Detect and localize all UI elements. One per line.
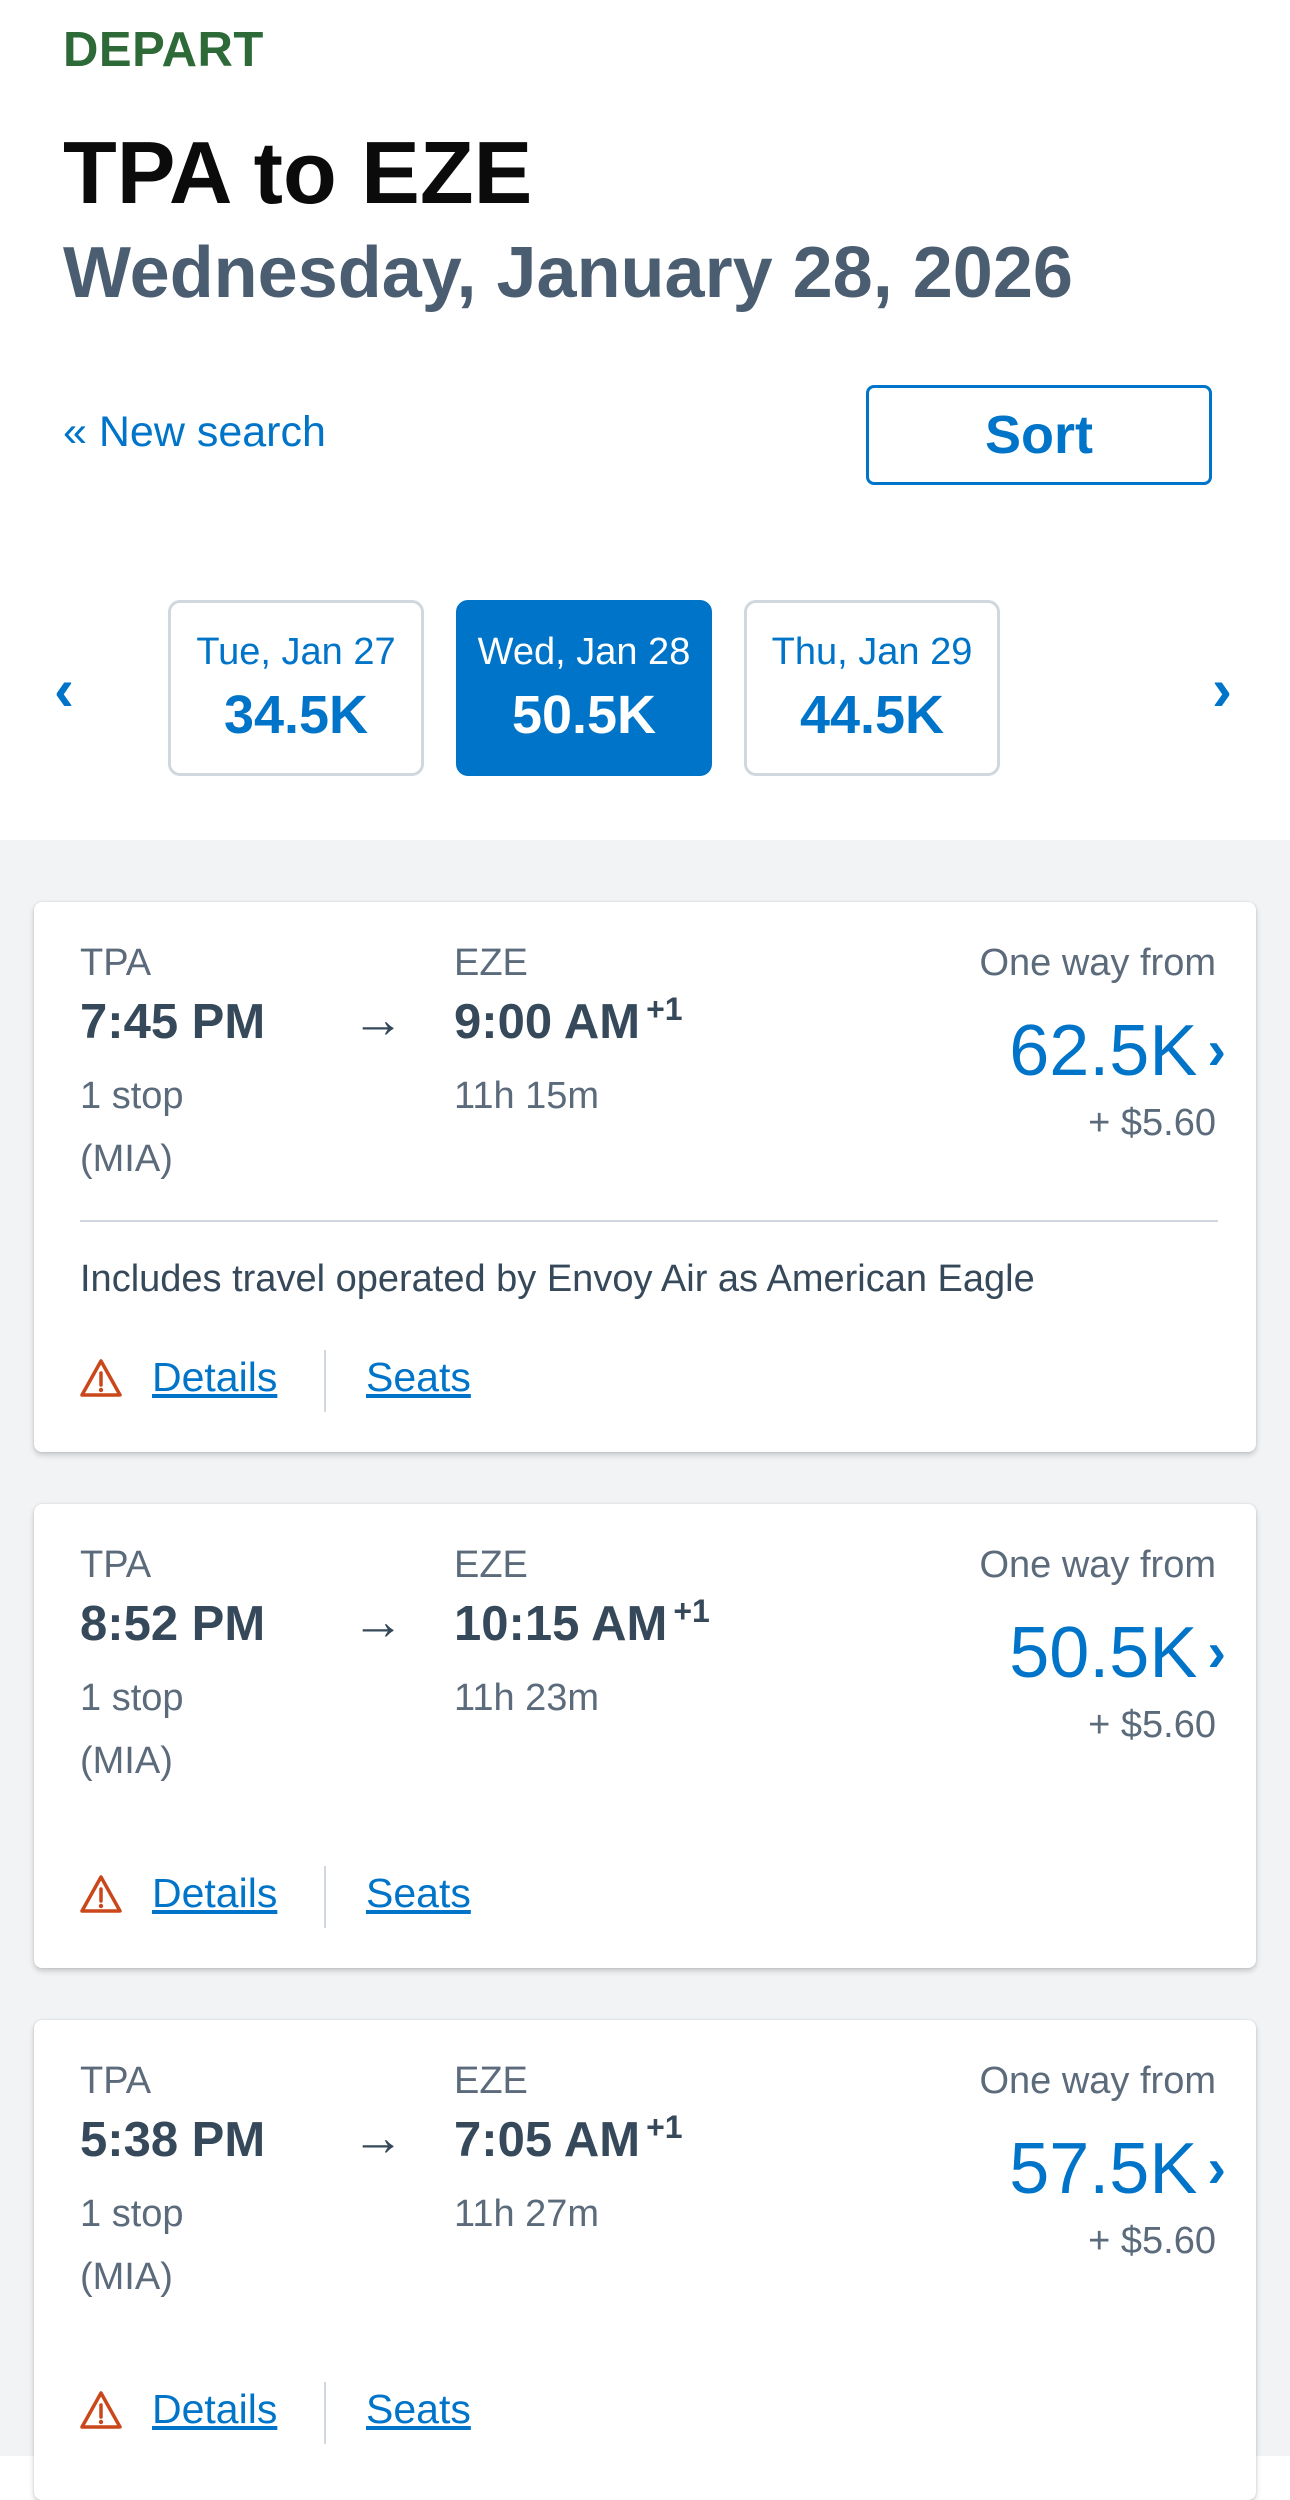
day-offset: +1 — [646, 991, 683, 1027]
link-separator — [324, 1866, 326, 1928]
date-tab-day: Tue, Jan 27 — [196, 630, 396, 673]
taxes-fees: + $5.60 — [1088, 1704, 1216, 1746]
link-separator — [324, 2382, 326, 2444]
flight-card[interactable]: TPA 5:38 PM 1 stop (MIA) → EZE 7:05 AM +1… — [34, 2020, 1256, 2500]
chevron-left-icon[interactable]: ‹ — [54, 656, 74, 723]
taxes-fees: + $5.60 — [1088, 1102, 1216, 1144]
price-value: 62.5K — [1009, 1011, 1198, 1091]
chevron-right-icon[interactable]: › — [1212, 656, 1232, 723]
price-label: One way from — [979, 942, 1216, 984]
chevron-right-icon: › — [1207, 1620, 1226, 1683]
warning-icon — [80, 2391, 122, 2429]
price-label: One way from — [979, 2060, 1216, 2102]
new-search-link[interactable]: « New search — [63, 408, 326, 456]
seats-link[interactable]: Seats — [366, 1870, 471, 1916]
operated-by-note: Includes travel operated by Envoy Air as… — [80, 1258, 1035, 1300]
arrive-time: 9:00 AM +1 — [454, 991, 683, 1049]
stops: 1 stop — [80, 1075, 184, 1117]
seats-link[interactable]: Seats — [366, 1354, 471, 1400]
price-button[interactable]: 57.5K › — [1009, 2128, 1226, 2210]
price-button[interactable]: 50.5K › — [1009, 1612, 1226, 1694]
arrive-time: 7:05 AM +1 — [454, 2109, 683, 2167]
depart-time: 8:52 PM — [80, 1597, 266, 1651]
flight-card[interactable]: TPA 7:45 PM 1 stop (MIA) → EZE 9:00 AM +1… — [34, 902, 1256, 1452]
origin-code: TPA — [80, 942, 152, 984]
destination-code: EZE — [454, 942, 528, 984]
date-tab-jan-27[interactable]: Tue, Jan 27 34.5K — [168, 600, 424, 776]
date-tab-price: 44.5K — [799, 684, 945, 745]
travel-date: Wednesday, January 28, 2026 — [63, 233, 1073, 313]
destination-code: EZE — [454, 1544, 528, 1586]
duration: 11h 27m — [454, 2193, 600, 2235]
depart-time: 7:45 PM — [80, 995, 266, 1049]
price-value: 57.5K — [1009, 2129, 1198, 2209]
stops: 1 stop — [80, 1677, 184, 1719]
date-tab-day: Thu, Jan 29 — [771, 630, 973, 673]
connection-airport: (MIA) — [80, 1138, 173, 1180]
seats-link[interactable]: Seats — [366, 2386, 471, 2432]
destination-code: EZE — [454, 2060, 528, 2102]
connection-airport: (MIA) — [80, 1740, 173, 1782]
date-tab-jan-28[interactable]: Wed, Jan 28 50.5K — [456, 600, 712, 776]
chevron-right-icon: › — [1207, 1018, 1226, 1081]
duration: 11h 23m — [454, 1677, 600, 1719]
arrow-right-icon: → — [352, 991, 404, 1049]
stops: 1 stop — [80, 2193, 184, 2235]
date-tab-price: 50.5K — [511, 684, 657, 745]
divider — [80, 1220, 1218, 1222]
flight-card[interactable]: TPA 8:52 PM 1 stop (MIA) → EZE 10:15 AM +… — [34, 1504, 1256, 1968]
arrow-right-icon: → — [352, 2109, 404, 2167]
header: DEPART TPA to EZE Wednesday, January 28,… — [0, 0, 1290, 840]
flight-results: TPA 7:45 PM 1 stop (MIA) → EZE 9:00 AM +1… — [0, 840, 1290, 2500]
depart-time: 5:38 PM — [80, 2113, 266, 2167]
day-offset: +1 — [673, 1593, 710, 1629]
sort-button[interactable]: Sort — [866, 385, 1212, 485]
arrive-time: 10:15 AM +1 — [454, 1593, 710, 1651]
taxes-fees: + $5.60 — [1088, 2220, 1216, 2262]
date-tab-day: Wed, Jan 28 — [477, 630, 691, 673]
details-link[interactable]: Details — [152, 2386, 278, 2432]
duration: 11h 15m — [454, 1075, 600, 1117]
details-link[interactable]: Details — [152, 1354, 278, 1400]
price-label: One way from — [979, 1544, 1216, 1586]
details-link[interactable]: Details — [152, 1870, 278, 1916]
depart-label: DEPART — [63, 23, 264, 77]
connection-airport: (MIA) — [80, 2256, 173, 2298]
origin-code: TPA — [80, 2060, 152, 2102]
price-value: 50.5K — [1009, 1613, 1198, 1693]
warning-icon — [80, 1875, 122, 1913]
price-button[interactable]: 62.5K › — [1009, 1010, 1226, 1092]
route-title: TPA to EZE — [63, 123, 533, 222]
day-offset: +1 — [646, 2109, 683, 2145]
arrow-right-icon: → — [352, 1593, 404, 1651]
chevron-right-icon: › — [1207, 2136, 1226, 2199]
date-tab-jan-29[interactable]: Thu, Jan 29 44.5K — [744, 600, 1000, 776]
warning-icon — [80, 1359, 122, 1397]
date-tab-price: 34.5K — [223, 684, 369, 745]
origin-code: TPA — [80, 1544, 152, 1586]
link-separator — [324, 1350, 326, 1412]
